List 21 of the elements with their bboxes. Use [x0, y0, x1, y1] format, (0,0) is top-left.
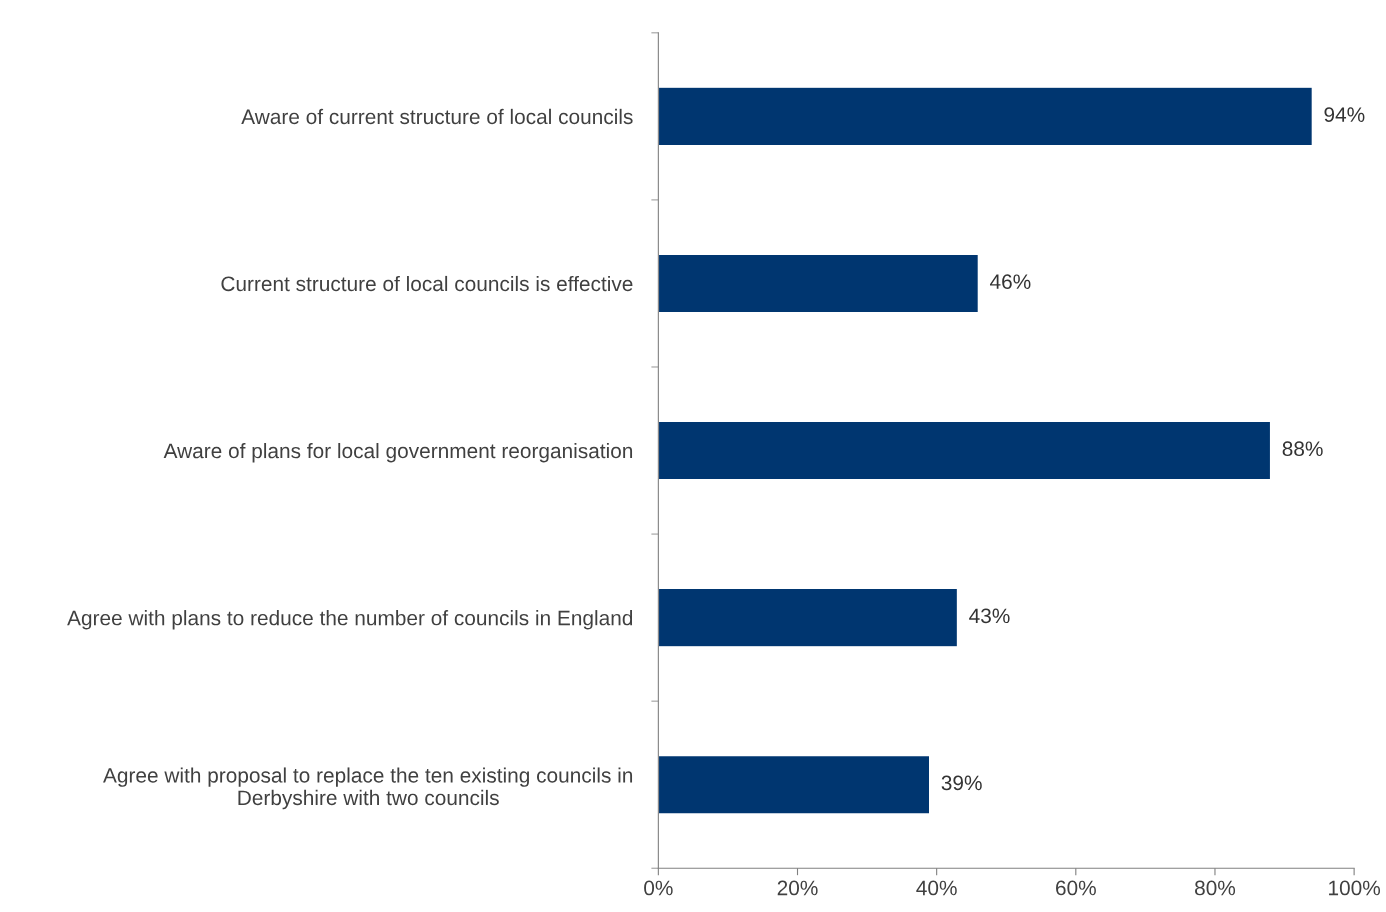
x-tick-label: 60% [1056, 880, 1096, 896]
data-label: 46% [989, 274, 1031, 290]
data-label: 43% [969, 608, 1010, 624]
x-tick-label: 0% [644, 880, 673, 896]
bar [658, 754, 931, 815]
x-tick-label: 80% [1195, 880, 1236, 896]
bar [658, 420, 1272, 481]
y-tick-label: Agree with plans to reduce the number of councils in England [67, 610, 633, 630]
data-label: 39% [941, 775, 982, 791]
x-tick-label: 100% [1329, 880, 1381, 896]
y-tick-label: Agree with proposal to replace the ten existing councils in Derbyshire with two councils [103, 767, 633, 810]
data-label: 88% [1282, 441, 1323, 457]
y-tick-label: Aware of current structure of local councils [241, 108, 633, 125]
bar [658, 86, 1314, 147]
bar [658, 253, 980, 314]
x-tick-label: 40% [916, 880, 957, 896]
bar [658, 587, 959, 648]
x-tick-label: 20% [777, 880, 818, 896]
y-tick-label: Aware of plans for local government reorganisation [163, 442, 633, 463]
data-label: 94% [1324, 107, 1365, 122]
y-tick-label: Current structure of local councils is effective [221, 275, 633, 292]
